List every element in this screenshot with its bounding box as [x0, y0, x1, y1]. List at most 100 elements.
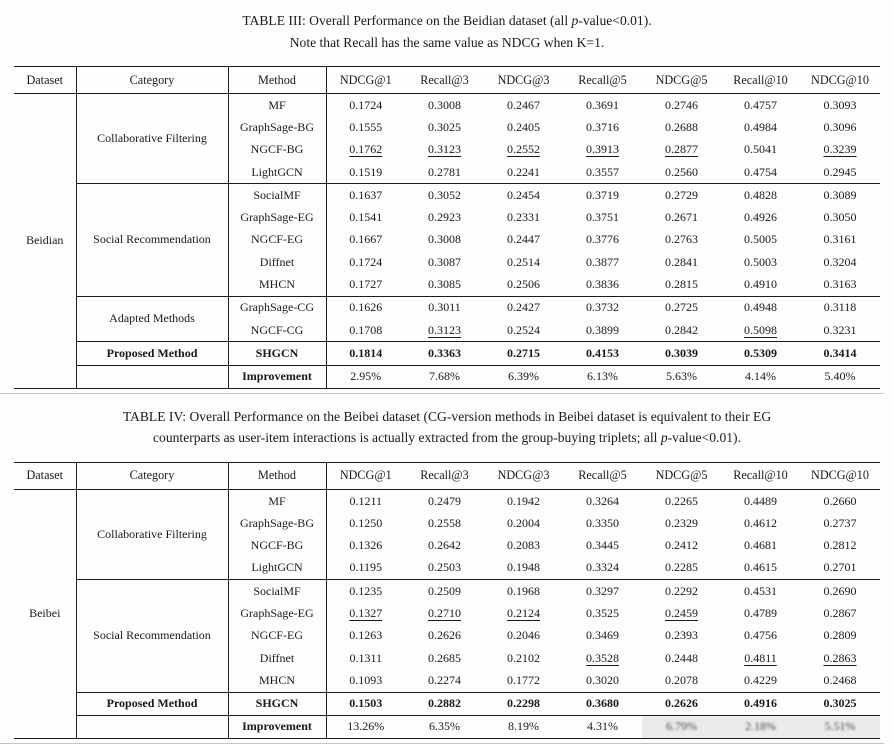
value-cell: 0.3204 — [800, 251, 880, 273]
value-text: 0.1762 — [349, 142, 383, 157]
value-cell: 0.1250 — [326, 512, 405, 534]
value-text: 0.3052 — [428, 187, 461, 202]
table-row: Proposed Method SHGCN 0.1814 0.3363 0.2715 0.… — [14, 341, 880, 366]
value-text: 0.3008 — [428, 97, 461, 112]
caption-text: TABLE IV: Overall Performance on the Bei… — [122, 408, 772, 424]
value-text: 0.2715 — [507, 345, 540, 360]
value-text: 0.1772 — [507, 672, 540, 687]
category-cell: Social Recommendation — [76, 183, 229, 297]
value-cell: 0.2124 — [484, 602, 563, 624]
value-cell: 0.1235 — [326, 579, 405, 603]
value-cell: 0.2524 — [484, 319, 563, 342]
table-row: Diffnet 0.1724 0.3087 0.2514 0.3877 0.2841 0.5… — [14, 251, 880, 274]
value-cell: 0.4811 — [721, 647, 800, 669]
value-text: 0.3877 — [586, 254, 619, 269]
method-cell: MHCN — [228, 273, 327, 297]
method-cell: NGCF-EG — [228, 624, 327, 647]
value-cell: 4.31% — [563, 714, 642, 739]
table-row: Improvement 2.95% 7.68% 6.39% 6.13% 5.63% 4.14… — [14, 364, 880, 389]
value-cell: 0.2393 — [642, 625, 721, 647]
value-cell: 0.4910 — [721, 273, 800, 296]
header-recall-3: Recall@3 — [405, 462, 484, 490]
value-text: 0.5309 — [744, 345, 777, 360]
value-text: 0.1637 — [349, 187, 383, 202]
table-row: LightGCN 0.1519 0.2781 0.2241 0.3557 0.2560 0.… — [14, 160, 880, 184]
caption-text: -value<0.01). — [667, 430, 741, 446]
value-cell: 0.2514 — [484, 251, 563, 273]
value-cell: 0.2763 — [642, 229, 721, 251]
value-cell: 0.2781 — [405, 161, 484, 184]
value-cell: 0.1211 — [326, 489, 405, 512]
value-cell: 0.2710 — [405, 602, 484, 624]
value-cell: 0.3913 — [563, 139, 642, 161]
table-row: Proposed Method SHGCN 0.1503 0.2882 0.2298 0.… — [14, 691, 880, 716]
value-text: 0.2877 — [665, 142, 698, 157]
value-text: 0.2265 — [665, 493, 698, 508]
header-dataset: Dataset — [14, 66, 77, 94]
table-row: Improvement 13.26% 6.35% 8.19% 4.31% 6.79% 2.1… — [14, 714, 880, 739]
value-text: 0.2447 — [507, 232, 540, 247]
value-cell: 0.3020 — [563, 669, 642, 692]
value-text: 0.2558 — [428, 515, 461, 530]
value-text: 0.3557 — [586, 164, 619, 179]
value-text: 0.2459 — [665, 605, 698, 620]
category-cell: Collaborative Filtering — [76, 93, 229, 184]
value-cell: 5.51% — [800, 714, 880, 739]
value-cell: 0.3557 — [563, 161, 642, 184]
value-text: 0.3836 — [586, 277, 619, 292]
table-iv-section: TABLE IV: Overall Performance on the Bei… — [0, 406, 884, 744]
header-ndcg-3: NDCG@3 — [484, 66, 563, 94]
value-cell: 0.3297 — [563, 579, 642, 603]
value-cell: 0.3691 — [563, 94, 642, 117]
value-cell: 0.4828 — [721, 183, 800, 207]
value-text: 0.4229 — [744, 672, 777, 687]
value-text: 0.1541 — [349, 210, 383, 225]
value-text: 0.2812 — [823, 538, 857, 553]
value-text: 0.2083 — [507, 538, 540, 553]
table-row: NGCF-EG 0.1667 0.3008 0.2447 0.3776 0.2763 0.5… — [14, 228, 880, 252]
value-text: 0.1311 — [349, 650, 383, 665]
value-text: 0.3039 — [665, 345, 698, 360]
value-text: 0.3011 — [428, 300, 461, 315]
value-text: 0.2923 — [428, 210, 461, 225]
value-text: 0.2479 — [428, 493, 461, 508]
value-cell: 0.1519 — [326, 161, 405, 184]
value-text: 0.2552 — [507, 142, 540, 157]
value-text: 0.2671 — [665, 210, 698, 225]
value-cell: 0.3836 — [563, 273, 642, 296]
value-text: 0.2241 — [507, 164, 540, 179]
category-cell: Collaborative Filtering — [76, 489, 229, 580]
value-cell: 13.26% — [326, 714, 405, 739]
value-cell: 5.40% — [800, 364, 880, 389]
method-cell: GraphSage-EG — [228, 206, 327, 229]
value-text: 5.40% — [824, 369, 856, 384]
value-cell: 7.68% — [405, 364, 484, 389]
value-cell: 0.1195 — [326, 557, 405, 580]
value-text: 0.3445 — [586, 538, 619, 553]
value-text: 0.2124 — [507, 605, 540, 620]
method-cell: Diffnet — [228, 646, 327, 670]
value-cell: 0.3089 — [800, 183, 880, 207]
value-cell: 0.2671 — [642, 206, 721, 228]
value-cell: 0.2867 — [800, 602, 880, 624]
value-text: 0.1667 — [349, 232, 383, 247]
value-cell: 4.14% — [721, 364, 800, 389]
value-cell: 0.2690 — [800, 579, 880, 603]
table-iii: Dataset Category Method NDCG@1 Recall@3 NDCG@… — [14, 66, 880, 389]
value-text: 0.1093 — [349, 672, 383, 687]
value-text: 0.3085 — [428, 277, 461, 292]
category-cell: Adapted Methods — [76, 295, 229, 342]
category-cell: Proposed Method — [76, 341, 229, 366]
value-text: 0.1555 — [349, 119, 383, 134]
value-text: 0.2842 — [665, 322, 698, 337]
value-cell: 0.2329 — [642, 512, 721, 534]
value-cell: 0.2560 — [642, 161, 721, 184]
value-cell: 0.2285 — [642, 557, 721, 580]
value-text: 0.3913 — [586, 142, 619, 157]
value-cell: 0.3025 — [800, 691, 880, 716]
method-cell: MF — [228, 489, 327, 513]
value-text: 0.1326 — [349, 538, 383, 553]
value-cell: 0.3469 — [563, 625, 642, 647]
value-cell: 0.3751 — [563, 206, 642, 228]
value-cell: 0.4984 — [721, 116, 800, 138]
